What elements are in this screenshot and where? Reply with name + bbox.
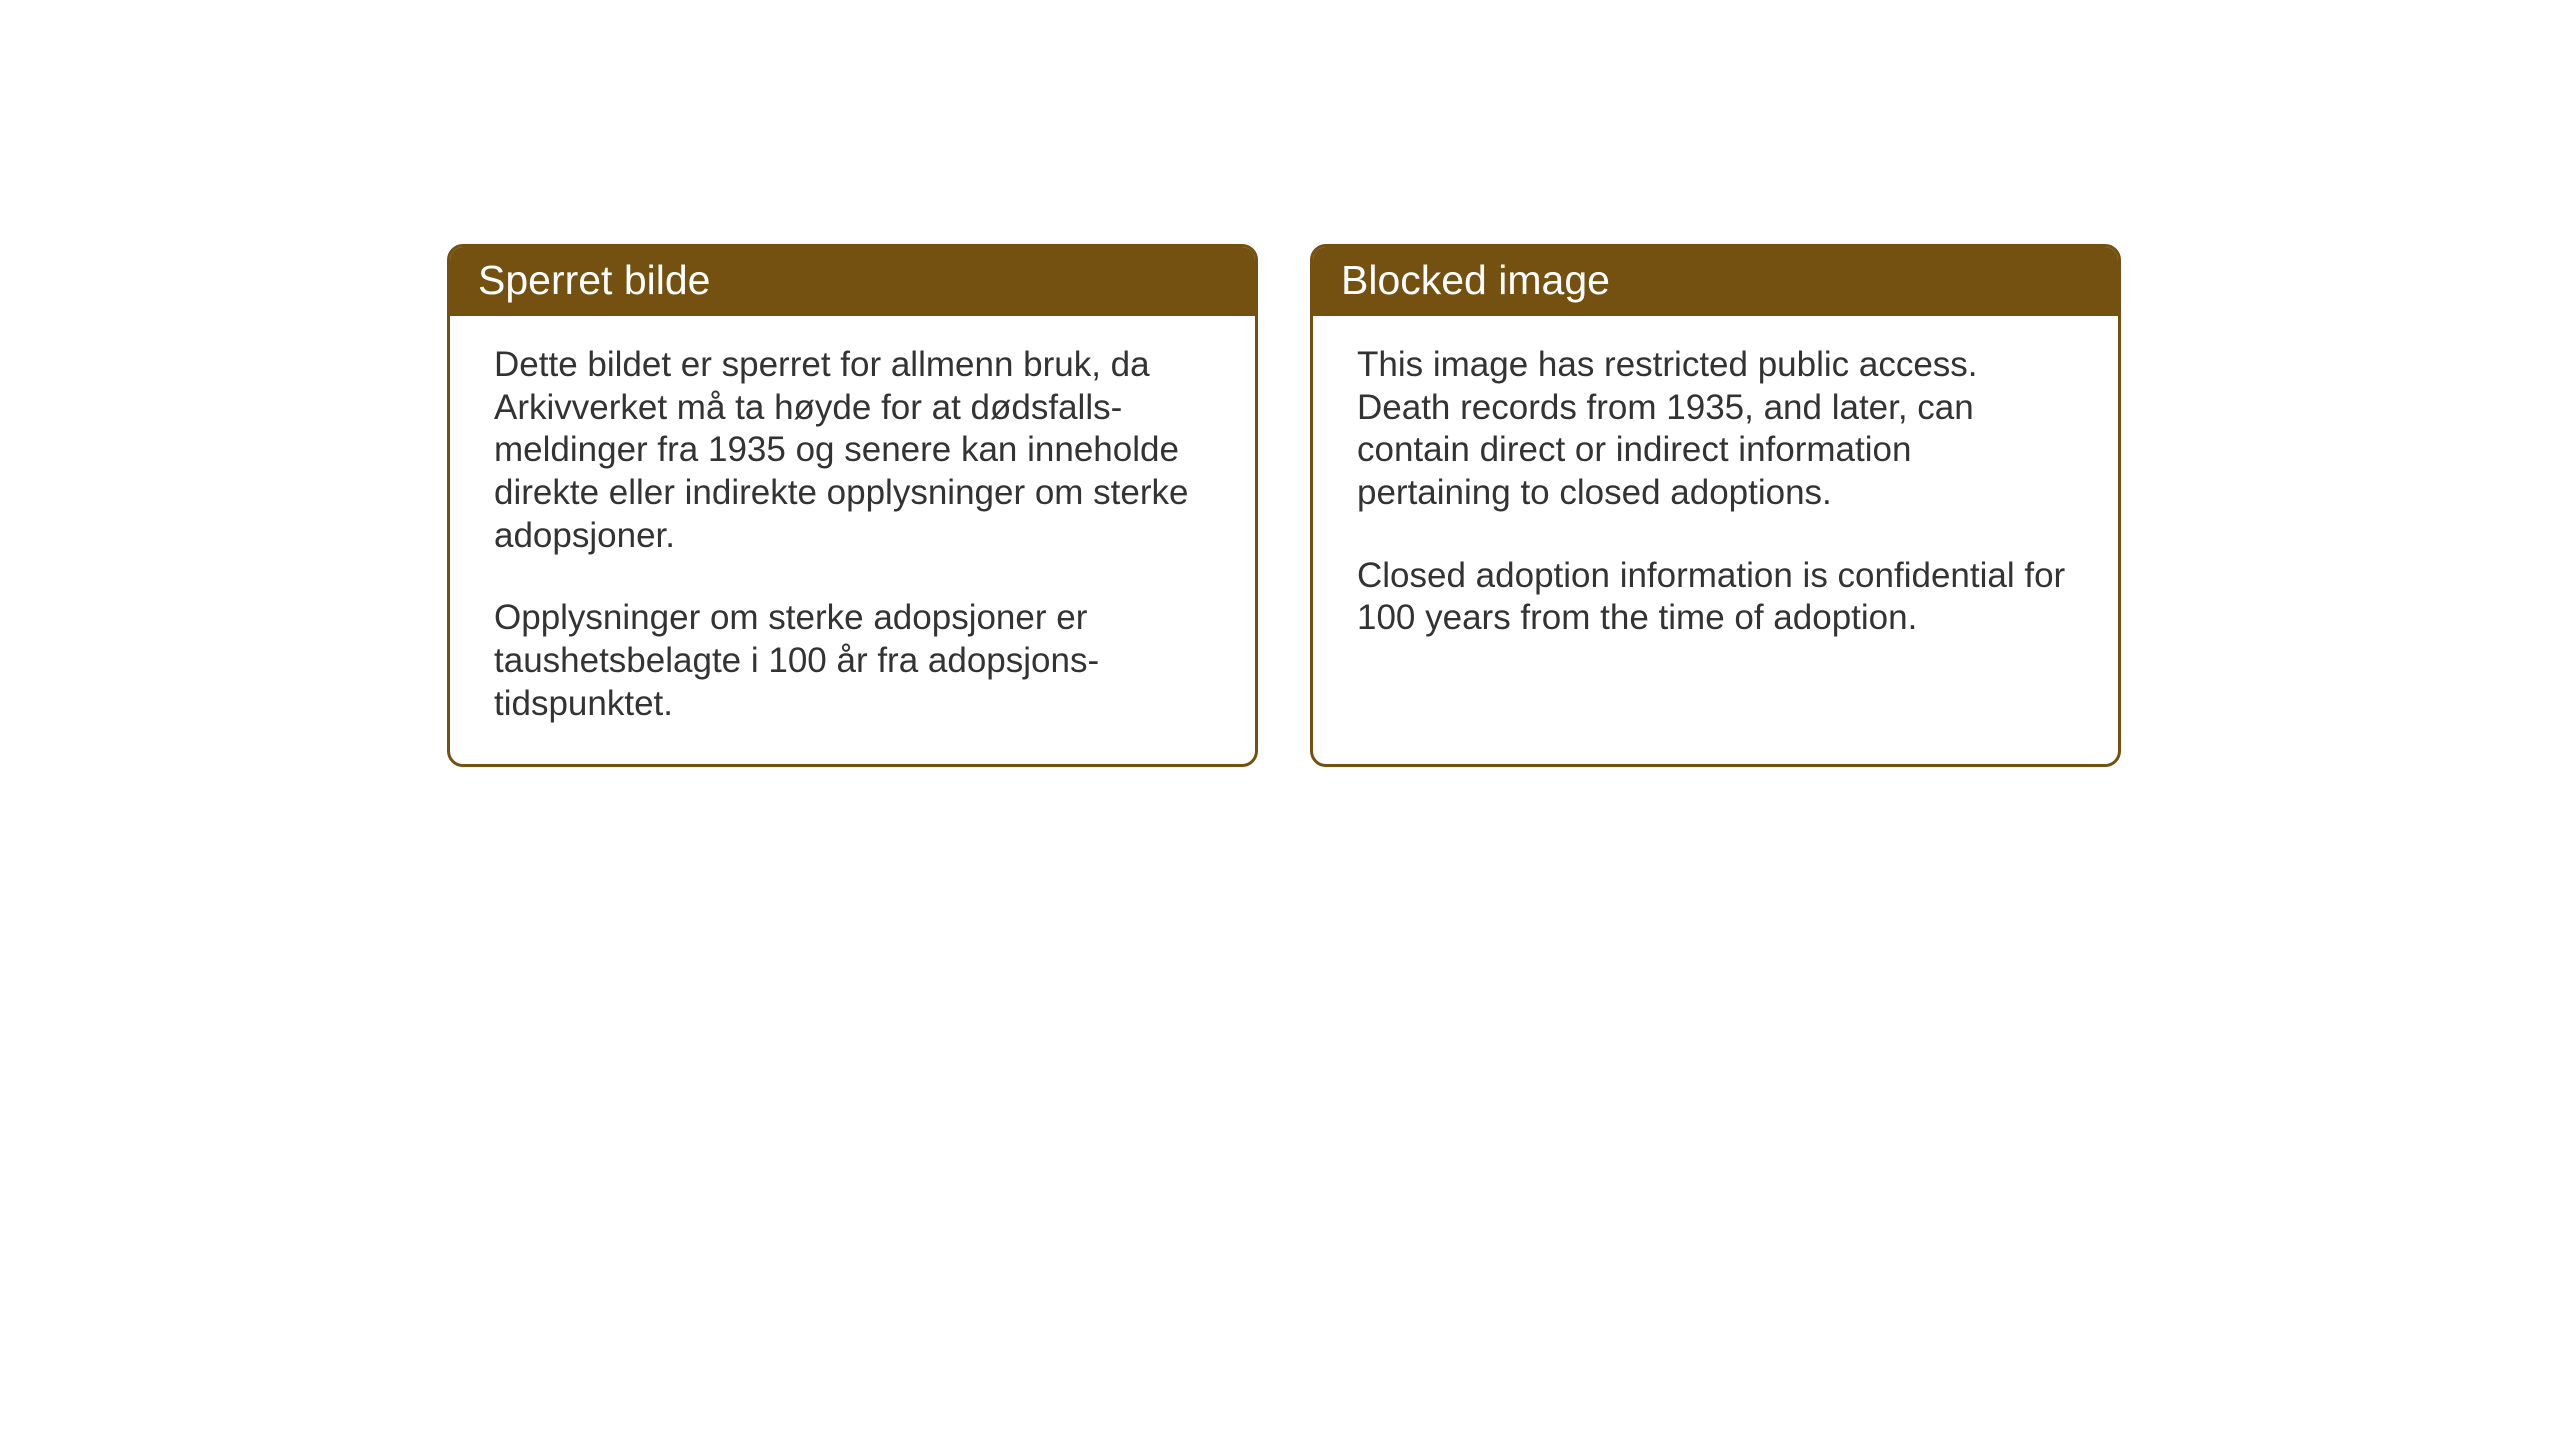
card-norwegian-title: Sperret bilde — [478, 257, 710, 303]
card-english-title: Blocked image — [1341, 257, 1610, 303]
card-norwegian-paragraph-2: Opplysninger om sterke adopsjoner er tau… — [494, 597, 1211, 725]
card-norwegian-paragraph-1: Dette bildet er sperret for allmenn bruk… — [494, 344, 1211, 557]
card-norwegian-header: Sperret bilde — [450, 247, 1255, 316]
card-english-header: Blocked image — [1313, 247, 2118, 316]
cards-container: Sperret bilde Dette bildet er sperret fo… — [447, 244, 2121, 767]
card-english-paragraph-2: Closed adoption information is confident… — [1357, 555, 2074, 640]
card-english-body: This image has restricted public access.… — [1313, 316, 2118, 762]
card-english-paragraph-1: This image has restricted public access.… — [1357, 344, 2074, 515]
card-english: Blocked image This image has restricted … — [1310, 244, 2121, 767]
card-norwegian-body: Dette bildet er sperret for allmenn bruk… — [450, 316, 1255, 764]
card-norwegian: Sperret bilde Dette bildet er sperret fo… — [447, 244, 1258, 767]
